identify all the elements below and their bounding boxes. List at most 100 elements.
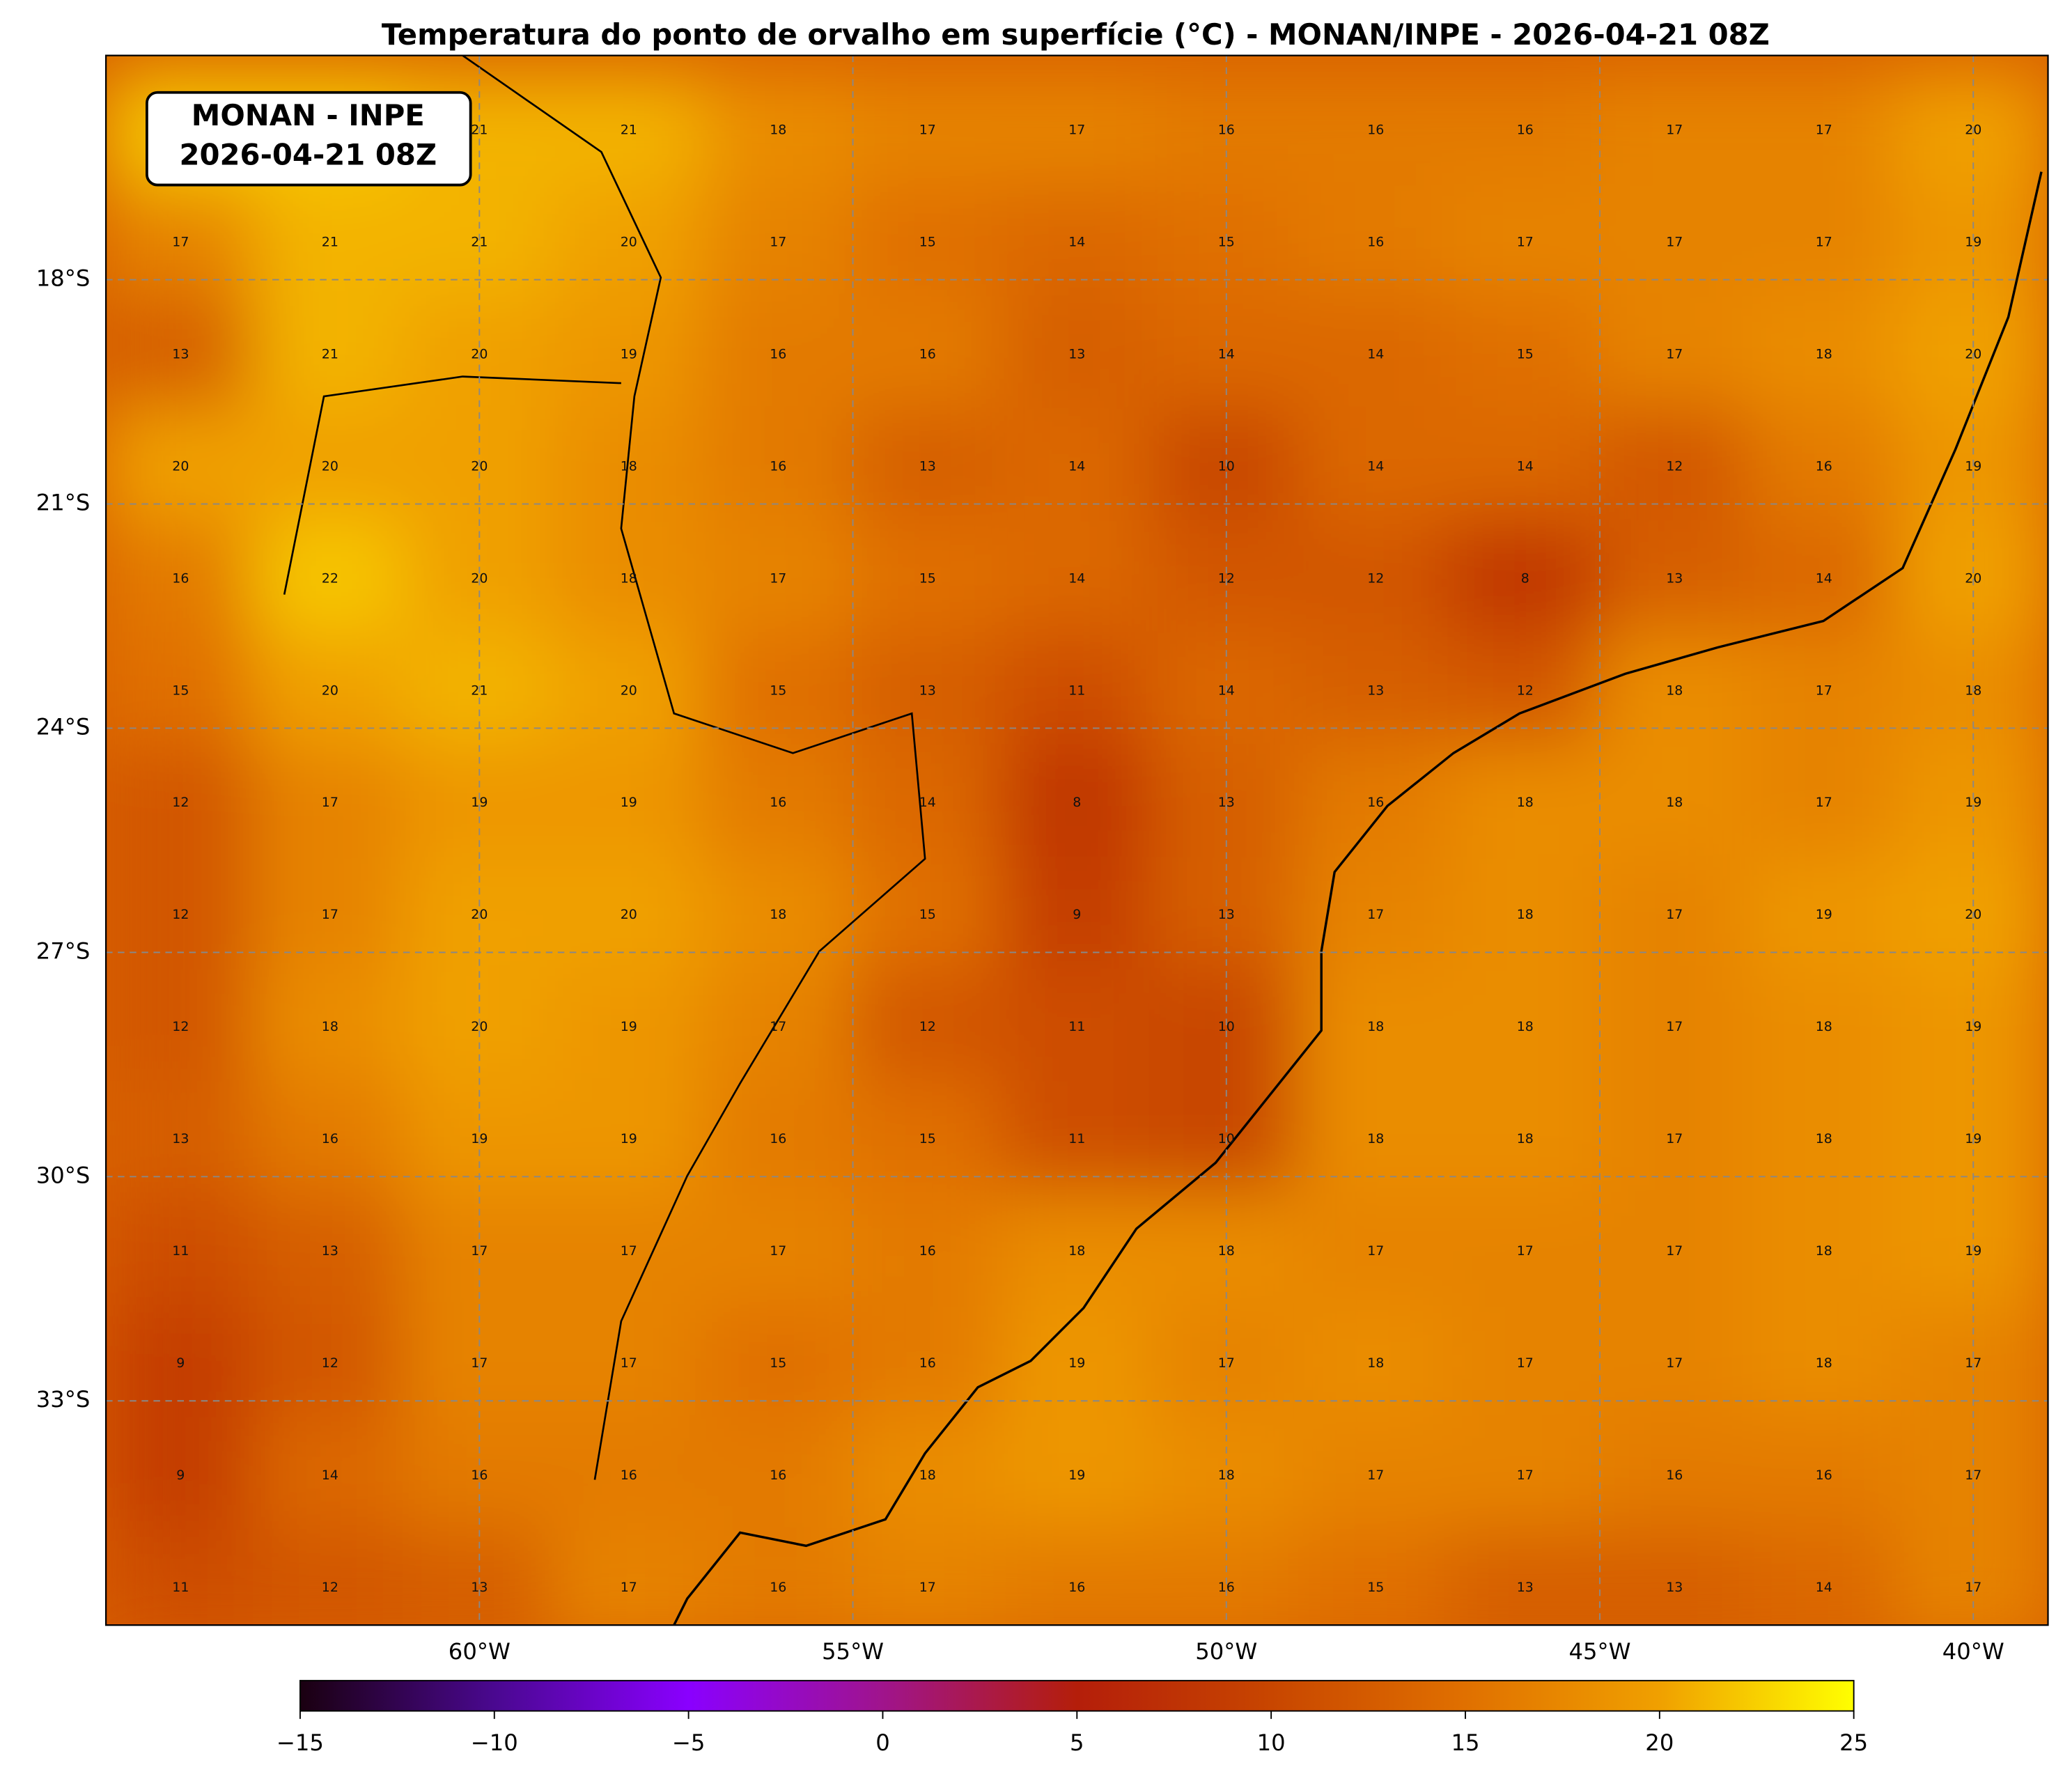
value-label: 18 (621, 458, 637, 474)
value-label: 19 (471, 795, 488, 810)
value-label: 16 (770, 795, 786, 810)
value-label: 18 (1367, 1019, 1384, 1034)
field-cell (252, 1305, 407, 1422)
field-cell (701, 632, 856, 750)
value-label: 19 (1965, 1019, 1981, 1034)
field-cell (1298, 520, 1454, 638)
value-label: 18 (1367, 1131, 1384, 1146)
value-label: 15 (172, 683, 189, 698)
field-cell (1896, 856, 2048, 974)
field-cell (999, 968, 1155, 1086)
value-label: 12 (919, 1019, 936, 1034)
value-label: 17 (919, 1580, 936, 1595)
field-cell (1896, 71, 2048, 189)
value-label: 19 (1965, 1131, 1981, 1146)
value-label: 10 (1218, 1131, 1235, 1146)
value-label: 19 (471, 1131, 488, 1146)
value-label: 17 (1816, 122, 1832, 137)
value-label: 16 (621, 1468, 637, 1483)
value-label: 13 (1666, 1580, 1683, 1595)
value-label: 20 (322, 683, 338, 698)
field-cell (551, 71, 706, 189)
colorbar-tick-label: 15 (1451, 1729, 1479, 1756)
field-cell (1298, 968, 1454, 1086)
value-label: 19 (1965, 458, 1981, 474)
field-cell (1896, 1417, 2048, 1534)
value-label: 21 (471, 122, 488, 137)
value-label: 16 (919, 1243, 936, 1259)
value-label: 16 (322, 1131, 338, 1146)
value-label: 12 (1666, 458, 1683, 474)
value-label: 13 (1218, 795, 1235, 810)
value-label: 22 (322, 570, 338, 586)
field-cell (701, 744, 856, 862)
value-label: 11 (172, 1243, 189, 1259)
value-label: 13 (1218, 907, 1235, 922)
field-cell (1746, 71, 1901, 189)
value-label: 9 (1073, 907, 1081, 922)
value-label: 9 (176, 1468, 185, 1483)
value-label: 18 (1068, 1243, 1085, 1259)
field-cell (701, 183, 856, 302)
value-label: 17 (1367, 1468, 1384, 1483)
field-cell (1298, 295, 1454, 414)
field-cell (106, 1192, 258, 1310)
field-cell (106, 968, 258, 1086)
field-cell (850, 856, 1005, 974)
field-cell (850, 183, 1005, 302)
field-cell (1597, 744, 1752, 862)
field-cell (1447, 1305, 1603, 1422)
field-cell (1896, 183, 2048, 302)
value-label: 17 (1666, 1243, 1683, 1259)
value-label: 18 (1816, 1131, 1832, 1146)
value-label: 21 (471, 234, 488, 249)
field-cell (999, 183, 1155, 302)
field-cell (551, 856, 706, 974)
field-cell (1447, 968, 1603, 1086)
field-cell (701, 968, 856, 1086)
value-label: 17 (1666, 234, 1683, 249)
value-label: 20 (621, 683, 637, 698)
colorbar-bar (299, 1679, 1855, 1712)
field-cell (551, 407, 706, 526)
value-label: 17 (1965, 1580, 1981, 1595)
field-cell (106, 744, 258, 862)
value-label: 13 (1068, 346, 1085, 361)
field-cell (701, 1192, 856, 1310)
title: Temperatura do ponto de orvalho em super… (382, 17, 1770, 52)
value-label: 16 (1367, 234, 1384, 249)
value-label: 17 (471, 1243, 488, 1259)
x-tick-label: 50°W (1195, 1638, 1257, 1665)
field-cell (1597, 632, 1752, 750)
colorbar-tick-label: −5 (672, 1729, 706, 1756)
value-label: 11 (1068, 1019, 1085, 1034)
value-label: 16 (471, 1468, 488, 1483)
value-label: 15 (919, 234, 936, 249)
field-cell (252, 968, 407, 1086)
field-cell (1896, 1529, 2048, 1626)
field-cell (999, 71, 1155, 189)
value-label: 16 (770, 458, 786, 474)
field-cell (252, 1529, 407, 1626)
value-label: 14 (1218, 683, 1235, 698)
field-cell (1298, 183, 1454, 302)
field-cell (1746, 1529, 1901, 1626)
value-label: 12 (1517, 683, 1534, 698)
value-label: 15 (919, 570, 936, 586)
value-label: 16 (172, 570, 189, 586)
value-label: 12 (1367, 570, 1384, 586)
value-label: 13 (172, 1131, 189, 1146)
value-label: 18 (1218, 1468, 1235, 1483)
field-cell (850, 968, 1005, 1086)
field-cell (252, 295, 407, 414)
field-cell (999, 1529, 1155, 1626)
value-label: 17 (1517, 1355, 1534, 1371)
value-label: 21 (621, 122, 637, 137)
value-label: 17 (621, 1243, 637, 1259)
field-cell (1896, 968, 2048, 1086)
value-label: 21 (471, 683, 488, 698)
value-label: 15 (1517, 346, 1534, 361)
value-label: 11 (172, 1580, 189, 1595)
value-label: 13 (1666, 570, 1683, 586)
